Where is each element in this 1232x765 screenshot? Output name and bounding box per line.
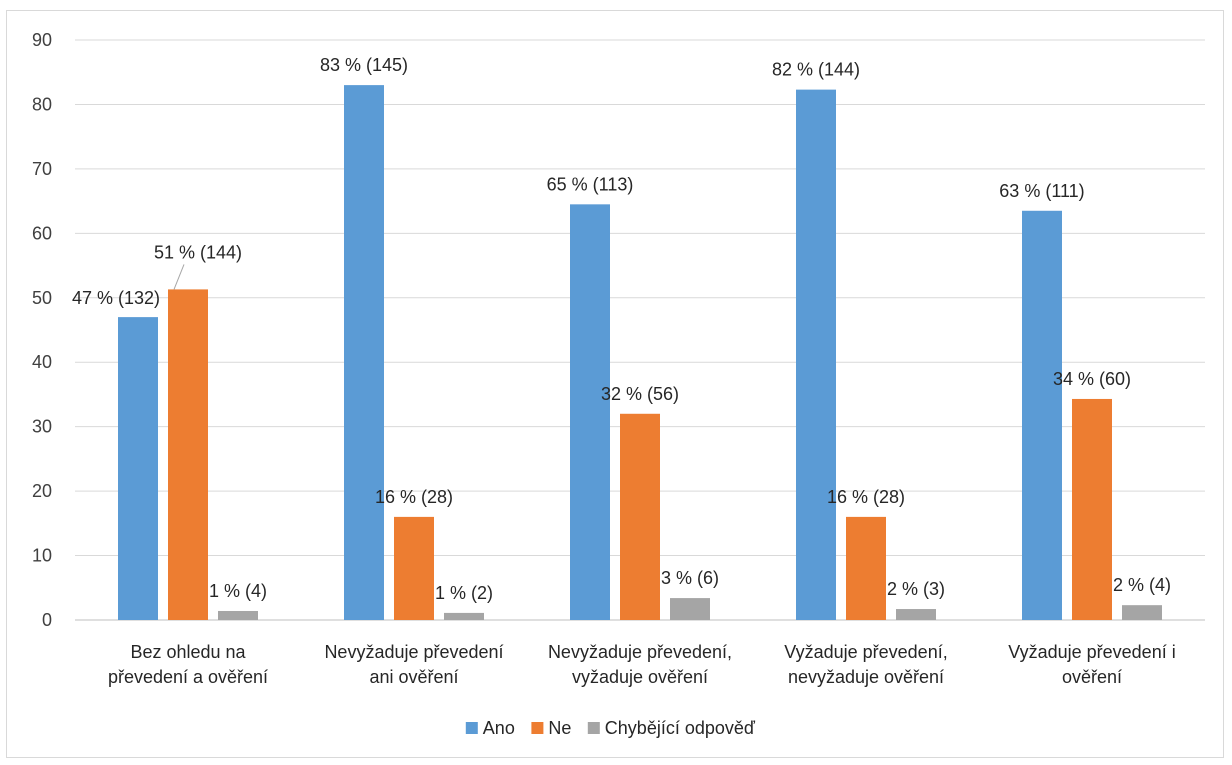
- category-label: vyžaduje ověření: [572, 667, 708, 687]
- category-label: ověření: [1062, 667, 1122, 687]
- data-label: 16 % (28): [827, 487, 905, 507]
- data-label: 16 % (28): [375, 487, 453, 507]
- bar-chybějící-odpověď: [670, 598, 710, 620]
- y-tick-label: 50: [32, 288, 52, 308]
- data-label: 83 % (145): [320, 55, 408, 75]
- bar-chybějící-odpověď: [896, 609, 936, 620]
- category-label: Vyžaduje převedení i: [1008, 642, 1175, 662]
- data-label: 47 % (132): [72, 288, 160, 308]
- data-labels: 47 % (132) 51 % (144) 1 % (4) 83 % (145) 16 …: [72, 55, 1171, 603]
- y-tick-label: 80: [32, 94, 52, 114]
- y-tick-label: 10: [32, 546, 52, 566]
- legend-label: Ne: [548, 718, 571, 738]
- legend-swatch: [587, 722, 600, 734]
- bar-chybějící-odpověď: [1122, 605, 1162, 620]
- category-label: Nevyžaduje převedení,: [548, 642, 732, 662]
- bar-ano: [570, 204, 610, 621]
- bar-ne: [846, 516, 886, 620]
- y-tick-label: 30: [32, 417, 52, 437]
- gridlines: [75, 39, 1205, 621]
- data-label: 1 % (4): [209, 581, 267, 601]
- legend-label: Ano: [483, 718, 515, 738]
- bar-chybějící-odpověď: [444, 612, 484, 620]
- category-label: nevyžaduje ověření: [788, 667, 944, 687]
- bars: [118, 85, 1162, 621]
- leader-line: [173, 264, 185, 290]
- data-label: 2 % (3): [887, 579, 945, 599]
- legend: Ano Ne Chybějící odpověď: [465, 718, 756, 738]
- data-label: 34 % (60): [1053, 369, 1131, 389]
- data-label: 82 % (144): [772, 60, 860, 80]
- legend-swatch: [531, 722, 544, 734]
- y-tick-label: 90: [32, 30, 52, 50]
- data-label: 32 % (56): [601, 384, 679, 404]
- y-tick-label: 60: [32, 223, 52, 243]
- y-tick-label: 20: [32, 481, 52, 501]
- y-axis: 0 10 20 30 40 50 60 70 80 90: [32, 30, 52, 630]
- chart-area: [6, 10, 1224, 758]
- data-label: 63 % (111): [999, 181, 1084, 201]
- bar-ano: [118, 317, 158, 620]
- bar-ne: [1072, 398, 1112, 620]
- data-label: 2 % (4): [1113, 575, 1171, 595]
- bar-ne: [620, 413, 660, 620]
- y-tick-label: 40: [32, 352, 52, 372]
- y-tick-label: 70: [32, 159, 52, 179]
- category-label: ani ověření: [369, 667, 458, 687]
- data-label: 3 % (6): [661, 568, 719, 588]
- category-label: Vyžaduje převedení,: [784, 642, 947, 662]
- bar-ano: [344, 85, 384, 621]
- bar-ano: [1022, 210, 1062, 620]
- bar-chybějící-odpověď: [218, 610, 258, 620]
- bar-ano: [796, 89, 836, 621]
- bar-ne: [168, 289, 208, 620]
- data-label: 65 % (113): [547, 174, 634, 194]
- category-label: převedení a ověření: [108, 667, 268, 687]
- bar-ne: [394, 516, 434, 620]
- legend-label: Chybějící odpověď: [605, 718, 756, 738]
- data-label: 51 % (144): [154, 242, 242, 262]
- x-axis: Bez ohledu na převedení a ověření Nevyžadu…: [108, 642, 1176, 687]
- category-label: Bez ohledu na: [130, 642, 246, 662]
- category-label: Nevyžaduje převedení: [324, 642, 503, 662]
- y-tick-label: 0: [42, 610, 52, 630]
- data-label: 1 % (2): [435, 583, 493, 603]
- legend-swatch: [465, 722, 478, 734]
